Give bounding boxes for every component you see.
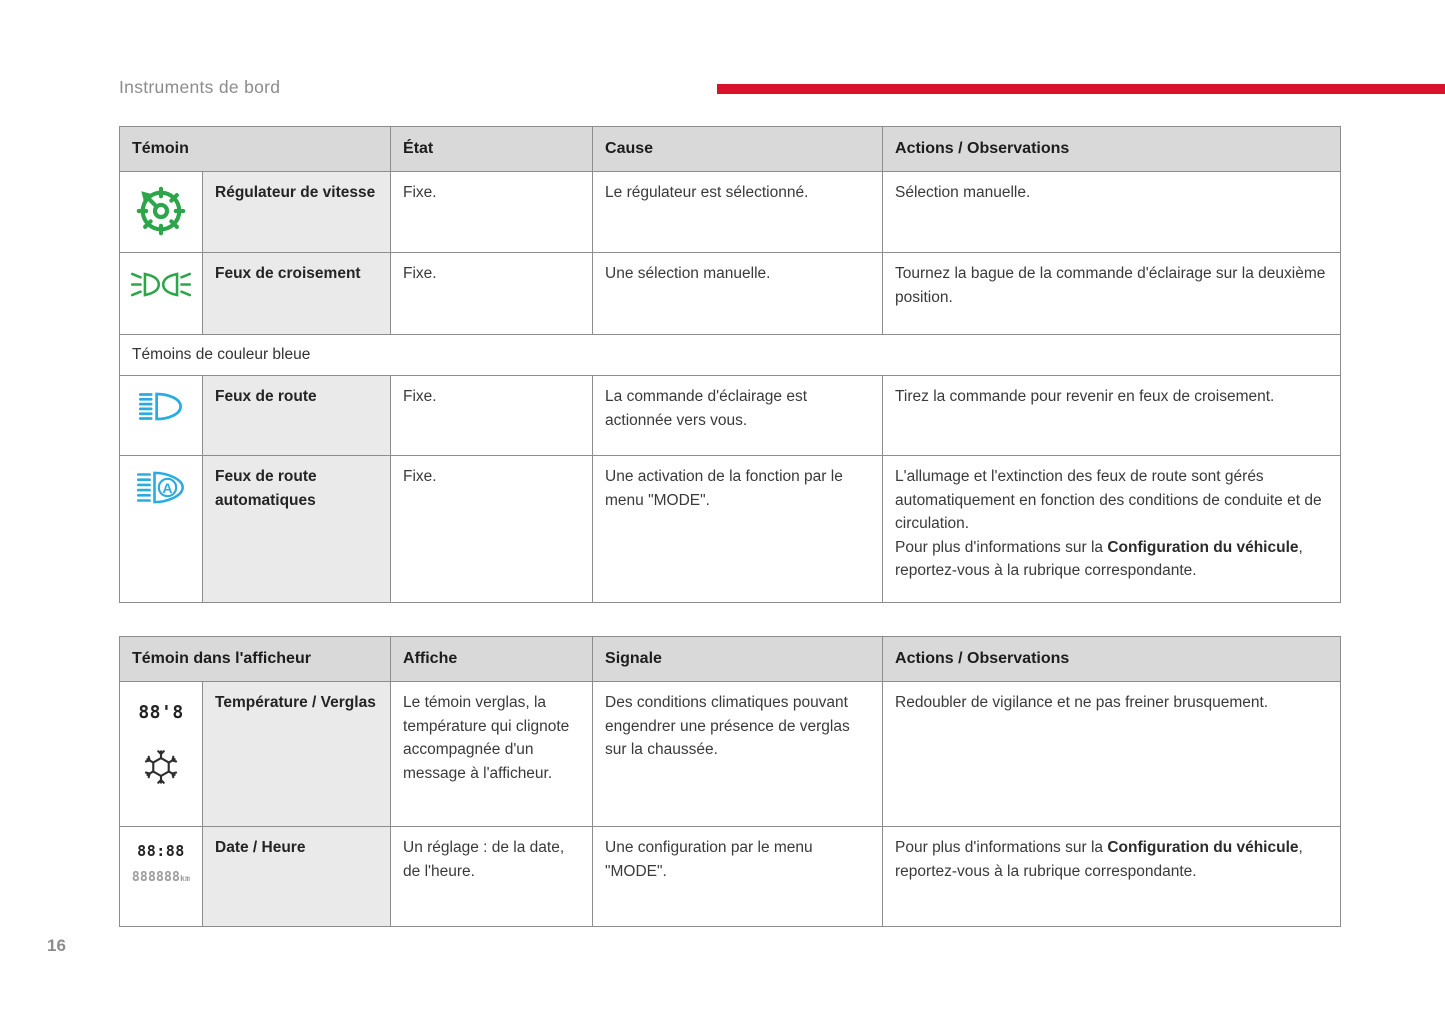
clock-display: 88:88	[137, 842, 185, 860]
table-row: A Feux de route automatiques Fixe. Une a…	[119, 455, 1342, 603]
indicator-name: Feux de croisement	[201, 252, 392, 335]
section-label: Témoins de couleur bleue	[118, 334, 1342, 376]
dipped-beam-icon	[124, 269, 198, 300]
cell-cause: Une activation de la fonction par le men…	[592, 455, 884, 603]
table-row: Feux de route Fixe. La commande d'éclair…	[119, 375, 1342, 456]
indicator-icon-cell	[119, 375, 203, 456]
indicator-table: Témoin État Cause Actions / Observations	[118, 126, 1342, 603]
red-accent-bar	[717, 84, 1445, 94]
temperature-ice-display-icon: 88'8	[124, 699, 198, 786]
date-time-display-icon: 88:88 888888km	[124, 840, 198, 888]
table-row: 88:88 888888km Date / Heure Un réglage :…	[119, 826, 1342, 927]
page-number: 16	[47, 936, 66, 955]
table-row: Régulateur de vitesse Fixe. Le régulateu…	[119, 171, 1342, 253]
cell-affiche: Le témoin verglas, la température qui cl…	[390, 681, 594, 827]
cell-actions: Redoubler de vigilance et ne pas freiner…	[882, 681, 1342, 827]
display-icon-cell: 88'8	[119, 681, 203, 827]
display-icon-cell: 88:88 888888km	[119, 826, 203, 927]
indicator-icon-cell	[119, 252, 203, 335]
cell-etat: Fixe.	[390, 252, 594, 335]
cell-cause: Le régulateur est sélectionné.	[592, 171, 884, 253]
page-title: Instruments de bord	[119, 77, 281, 97]
header-etat: État	[390, 126, 594, 172]
cell-actions: Sélection manuelle.	[882, 171, 1342, 253]
temperature-display: 88'8	[138, 702, 184, 723]
svg-text:A: A	[162, 480, 172, 496]
cell-etat: Fixe.	[390, 455, 594, 603]
snowflake-icon	[142, 748, 180, 786]
odometer-display: 888888km	[131, 869, 191, 885]
cell-actions: L'allumage et l'extinction des feux de r…	[882, 455, 1342, 603]
cell-actions: Pour plus d'informations sur la Configur…	[882, 826, 1342, 927]
display-name: Température / Verglas	[201, 681, 392, 827]
cell-affiche: Un réglage : de la date, de l'heure.	[390, 826, 594, 927]
indicator-name: Feux de route	[201, 375, 392, 456]
indicator-icon-cell	[119, 171, 203, 253]
cell-actions: Tournez la bague de la commande d'éclair…	[882, 252, 1342, 335]
indicator-icon-cell: A	[119, 455, 203, 603]
actions-line: Pour plus d'informations sur la Configur…	[895, 538, 1303, 580]
header-cause: Cause	[592, 126, 884, 172]
indicator-name: Feux de route automatiques	[201, 455, 392, 603]
cell-signale: Une configuration par le menu "MODE".	[592, 826, 884, 927]
table-header-row: Témoin dans l'afficheur Affiche Signale …	[118, 636, 1342, 682]
display-name: Date / Heure	[201, 826, 392, 927]
cell-etat: Fixe.	[390, 171, 594, 253]
cell-cause: La commande d'éclairage est actionnée ve…	[592, 375, 884, 456]
table-row: 88'8	[119, 681, 1342, 827]
table-row: Feux de croisement Fixe. Une sélection m…	[119, 252, 1342, 335]
header-temoin: Témoin	[118, 126, 392, 172]
header-temoin-afficheur: Témoin dans l'afficheur	[118, 636, 392, 682]
main-beam-icon	[124, 390, 198, 423]
actions-line: Pour plus d'informations sur la Configur…	[895, 839, 1303, 880]
indicator-name: Régulateur de vitesse	[201, 171, 392, 253]
header-actions: Actions / Observations	[882, 636, 1342, 682]
header-actions: Actions / Observations	[882, 126, 1342, 172]
actions-line: L'allumage et l'extinction des feux de r…	[895, 468, 1322, 533]
cruise-control-icon	[124, 184, 198, 238]
cell-etat: Fixe.	[390, 375, 594, 456]
display-table: Témoin dans l'afficheur Affiche Signale …	[118, 636, 1342, 927]
section-row: Témoins de couleur bleue	[118, 334, 1342, 376]
auto-main-beam-icon: A	[124, 470, 198, 505]
header-signale: Signale	[592, 636, 884, 682]
table-header-row: Témoin État Cause Actions / Observations	[118, 126, 1342, 172]
cell-actions: Tirez la commande pour revenir en feux d…	[882, 375, 1342, 456]
header-affiche: Affiche	[390, 636, 594, 682]
cell-signale: Des conditions climatiques pouvant engen…	[592, 681, 884, 827]
cell-cause: Une sélection manuelle.	[592, 252, 884, 335]
